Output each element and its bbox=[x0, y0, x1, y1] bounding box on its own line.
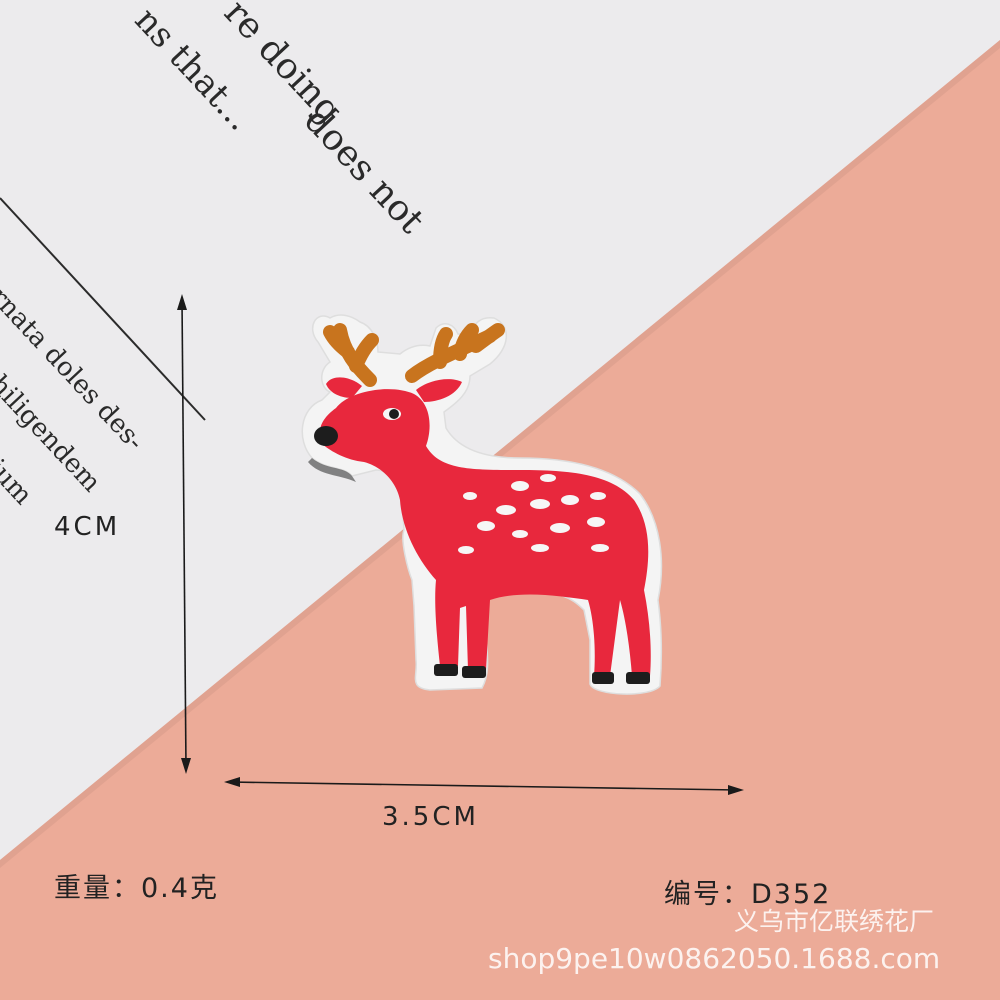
product-code-label: 编号：D352 bbox=[664, 879, 832, 910]
left-ear bbox=[326, 377, 362, 398]
deer-hooves bbox=[434, 664, 650, 684]
deer-body bbox=[319, 389, 651, 676]
deer-nose bbox=[314, 426, 338, 446]
antlers bbox=[323, 323, 505, 387]
width-label: 3.5CM bbox=[382, 802, 479, 832]
deer-patch bbox=[301, 314, 663, 695]
width-arrow bbox=[224, 777, 744, 795]
watermark-url: shop9pe10w0862050.1688.com bbox=[488, 942, 941, 975]
patch-edge-shadow bbox=[308, 458, 356, 482]
paper-shadow bbox=[0, 40, 1000, 868]
deer-pupil bbox=[389, 409, 399, 419]
paper-sheet bbox=[0, 0, 1000, 860]
height-arrow bbox=[177, 294, 191, 774]
height-label: 4CM bbox=[54, 512, 121, 542]
right-ear bbox=[416, 379, 462, 402]
watermark-company: 义乌市亿联绣花厂 bbox=[734, 907, 935, 936]
deer-spots bbox=[458, 474, 609, 554]
paper-divider-line bbox=[0, 197, 206, 421]
weight-label: 重量：0.4克 bbox=[54, 873, 219, 904]
